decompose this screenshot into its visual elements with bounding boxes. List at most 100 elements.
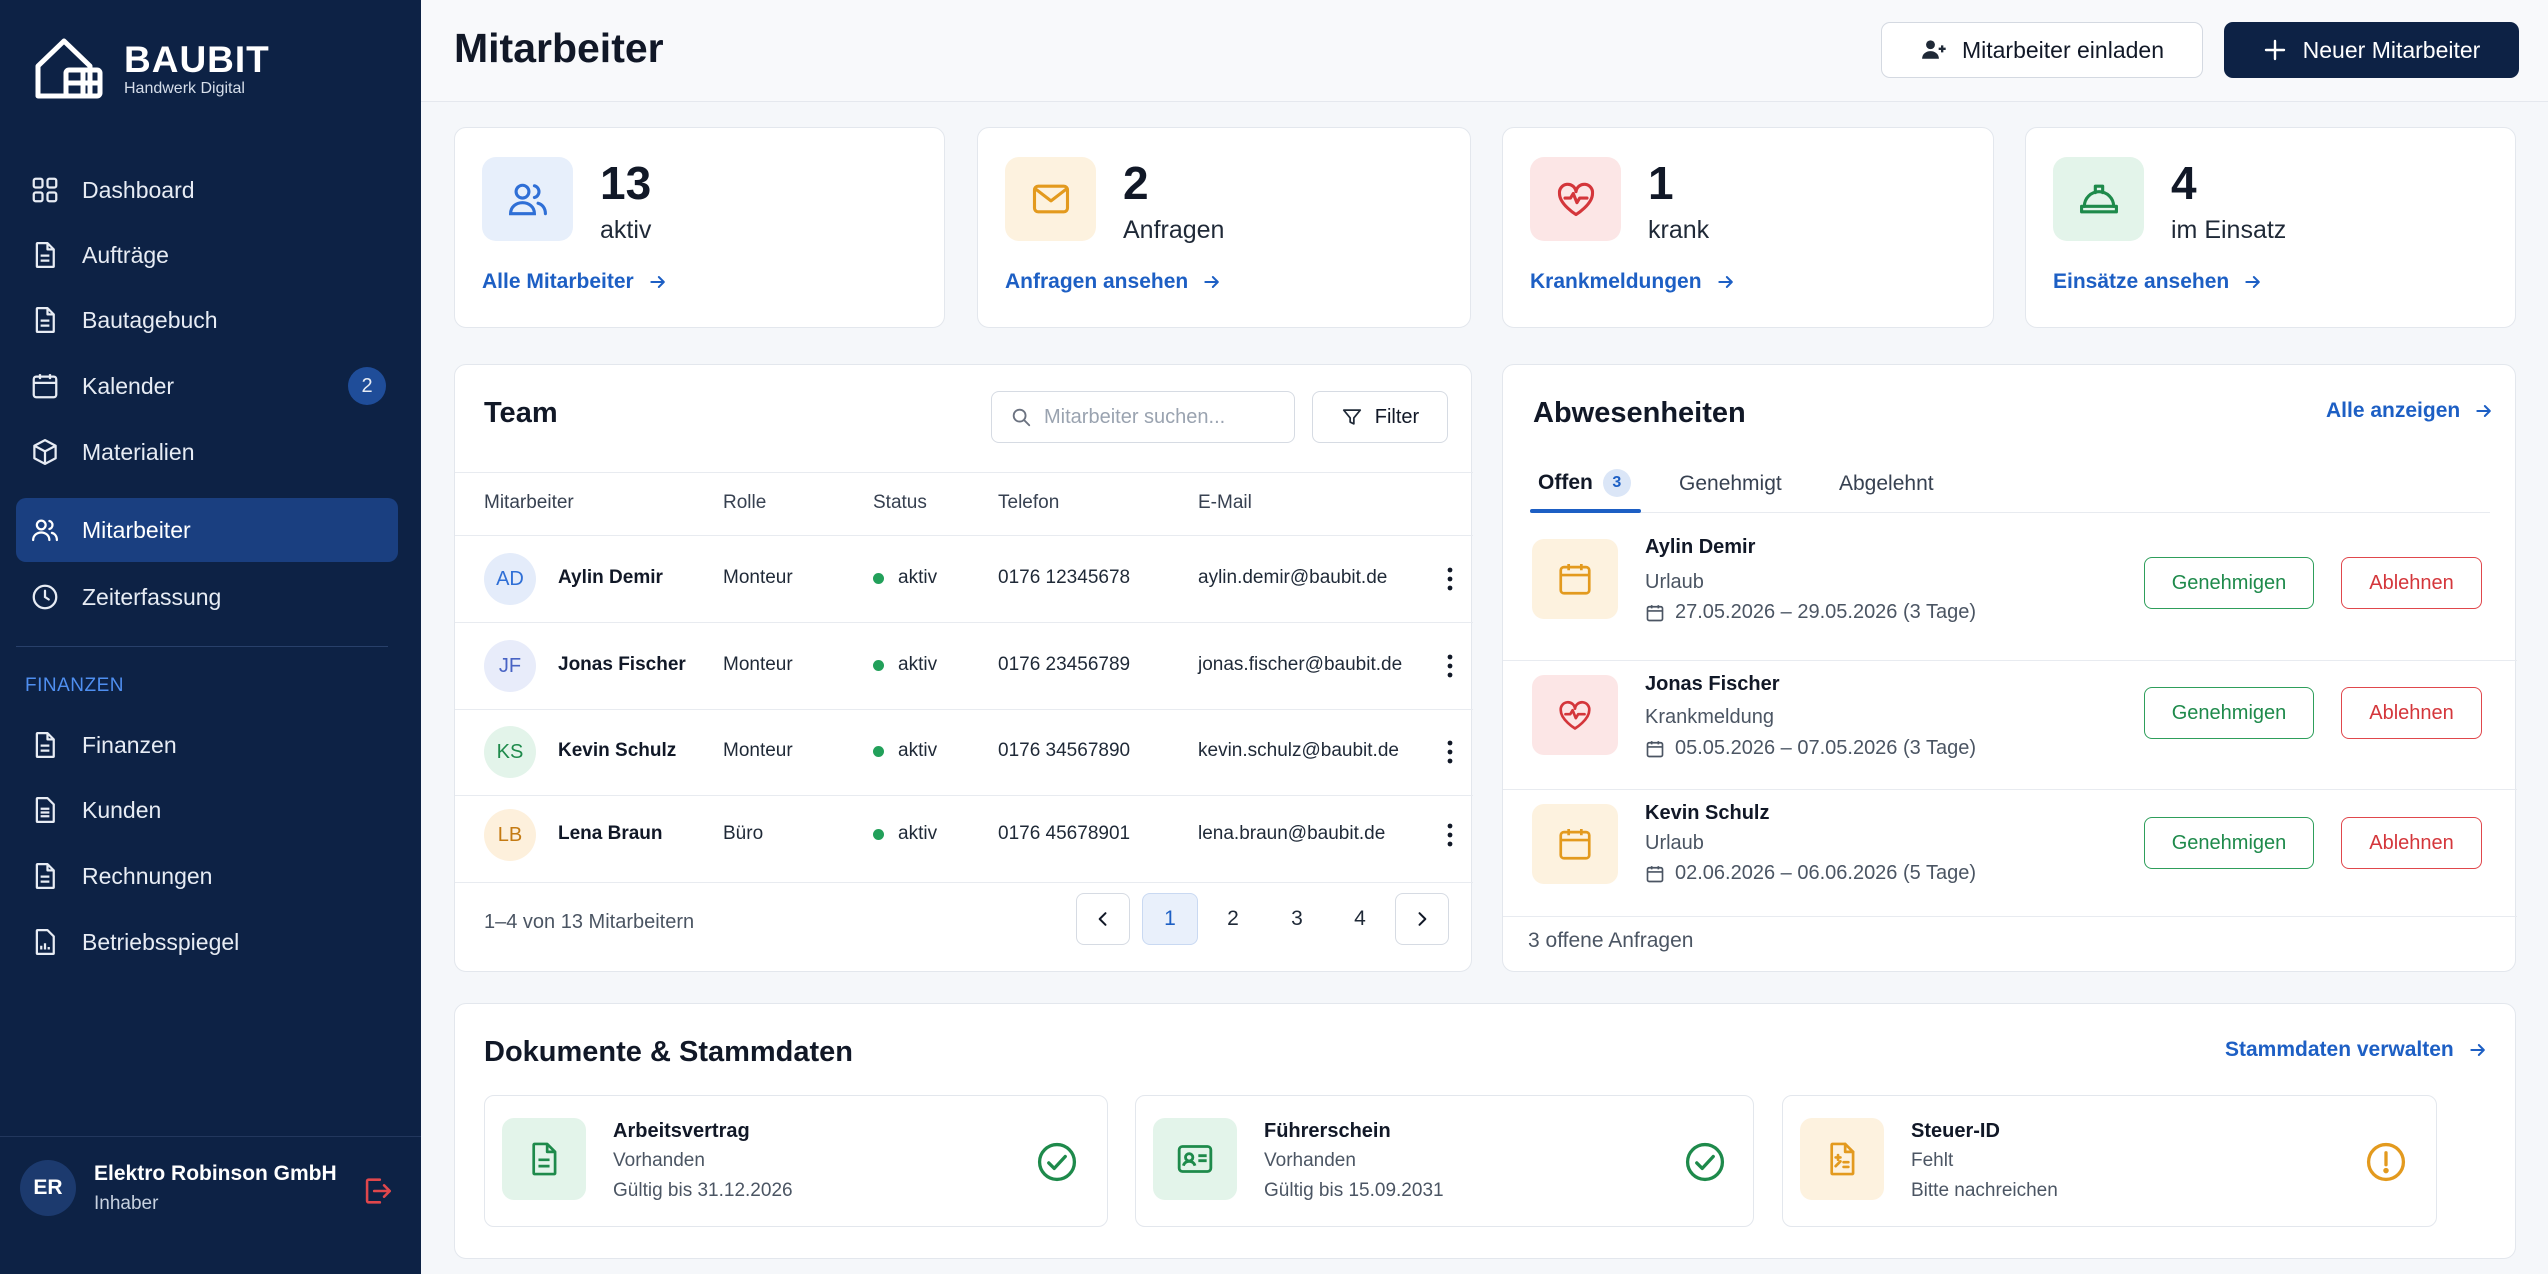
page-button-4[interactable]: 4 — [1354, 907, 1366, 930]
document-title: Arbeitsvertrag — [613, 1120, 750, 1142]
employee-email: jonas.fischer@baubit.de — [1198, 654, 1403, 675]
stat-value: 2 — [1123, 157, 1149, 209]
calendar-small-icon — [1645, 603, 1665, 623]
absence-divider — [1503, 660, 2517, 661]
absence-type: Krankmeldung — [1645, 706, 1774, 728]
document-item-steuer-id[interactable]: Steuer-ID Fehlt Bitte nachreichen — [1782, 1095, 2437, 1227]
calendar-count-badge: 2 — [348, 367, 386, 405]
id-card-icon — [1153, 1118, 1237, 1200]
dashboard-icon — [30, 175, 60, 205]
employee-role: Monteur — [723, 567, 793, 588]
avatar: AD — [484, 553, 536, 605]
next-page-button[interactable] — [1395, 893, 1449, 945]
document-status: Vorhanden — [1264, 1150, 1356, 1171]
show-all-link[interactable]: Alle anzeigen — [2326, 399, 2494, 423]
plus-icon — [2263, 38, 2287, 62]
page-button-1[interactable]: 1 — [1142, 893, 1198, 945]
sidebar-item-label: Aufträge — [82, 241, 169, 268]
reject-button[interactable]: Ablehnen — [2341, 557, 2482, 609]
absence-item: Aylin Demir Urlaub 27.05.2026 – 29.05.20… — [1503, 513, 2521, 645]
column-header[interactable]: Status — [873, 492, 927, 513]
column-header[interactable]: Rolle — [723, 492, 767, 513]
manage-master-data-link[interactable]: Stammdaten verwalten — [2225, 1038, 2488, 1062]
deployments-link[interactable]: Einsätze ansehen — [2053, 270, 2263, 294]
absence-item: Jonas Fischer Krankmeldung 05.05.2026 – … — [1503, 661, 2521, 791]
more-options-icon[interactable] — [1439, 564, 1461, 594]
active-tab-indicator — [1530, 509, 1641, 513]
documents-card: Dokumente & Stammdaten Stammdaten verwal… — [454, 1003, 2516, 1259]
absence-dates: 27.05.2026 – 29.05.2026 (3 Tage) — [1645, 601, 1976, 624]
view-requests-link[interactable]: Anfragen ansehen — [1005, 270, 1222, 294]
sidebar-item-rechnungen[interactable]: Rechnungen — [16, 844, 398, 908]
sidebar-item-kunden[interactable]: Kunden — [16, 778, 398, 842]
avatar: LB — [484, 809, 536, 861]
page-title: Mitarbeiter — [454, 25, 664, 71]
more-options-icon[interactable] — [1439, 651, 1461, 681]
approve-button[interactable]: Genehmigen — [2144, 557, 2314, 609]
clock-icon — [30, 582, 60, 612]
avatar: JF — [484, 640, 536, 692]
table-row[interactable]: KS Kevin Schulz Monteur aktiv 0176 34567… — [455, 709, 1473, 795]
search-icon — [1010, 406, 1032, 428]
all-employees-link[interactable]: Alle Mitarbeiter — [482, 270, 668, 294]
calendar-small-icon — [1645, 864, 1665, 884]
new-employee-button[interactable]: Neuer Mitarbeiter — [2224, 22, 2519, 78]
search-input[interactable]: Mitarbeiter suchen... — [991, 391, 1295, 443]
prev-page-button[interactable] — [1076, 893, 1130, 945]
approve-button[interactable]: Genehmigen — [2144, 687, 2314, 739]
sidebar-item-betriebsspiegel[interactable]: Betriebsspiegel — [16, 910, 398, 974]
more-options-icon[interactable] — [1439, 737, 1461, 767]
avatar: KS — [484, 726, 536, 778]
status-dot-icon — [873, 572, 884, 584]
invite-employee-button[interactable]: Mitarbeiter einladen — [1881, 22, 2203, 78]
sick-notes-link[interactable]: Krankmeldungen — [1530, 270, 1736, 294]
sidebar-item-auftraege[interactable]: Aufträge — [16, 223, 398, 287]
approve-button[interactable]: Genehmigen — [2144, 817, 2314, 869]
table-row[interactable]: JF Jonas Fischer Monteur aktiv 0176 2345… — [455, 623, 1473, 709]
brand-logo[interactable]: BAUBIT Handwerk Digital — [34, 36, 270, 102]
filter-button[interactable]: Filter — [1312, 391, 1448, 443]
sidebar-item-materialien[interactable]: Materialien — [16, 420, 398, 484]
tabs-divider — [1530, 512, 2490, 513]
sidebar-item-zeiterfassung[interactable]: Zeiterfassung — [16, 565, 398, 629]
house-logo-icon — [34, 36, 106, 102]
document-icon — [30, 730, 60, 760]
arrow-right-icon — [1716, 272, 1736, 292]
sidebar-item-bautagebuch[interactable]: Bautagebuch — [16, 288, 398, 352]
tab-abgelehnt[interactable]: Abgelehnt — [1839, 472, 1934, 495]
sidebar-item-label: Rechnungen — [82, 862, 213, 889]
table-divider — [455, 709, 1473, 710]
reject-button[interactable]: Ablehnen — [2341, 687, 2482, 739]
sidebar-divider — [16, 646, 388, 647]
reject-button[interactable]: Ablehnen — [2341, 817, 2482, 869]
status-badge: aktiv — [873, 740, 937, 762]
avatar[interactable]: ER — [20, 1160, 76, 1216]
document-item-arbeitsvertrag[interactable]: Arbeitsvertrag Vorhanden Gültig bis 31.1… — [484, 1095, 1108, 1227]
employee-phone: 0176 34567890 — [998, 740, 1131, 761]
users-icon — [482, 157, 573, 241]
document-item-fuehrerschein[interactable]: Führerschein Vorhanden Gültig bis 15.09.… — [1135, 1095, 1754, 1227]
tab-offen[interactable]: Offen 3 — [1538, 469, 1631, 497]
more-options-icon[interactable] — [1439, 820, 1461, 850]
document-title: Steuer-ID — [1911, 1120, 2000, 1142]
tab-genehmigt[interactable]: Genehmigt — [1679, 472, 1782, 495]
team-card: Team Mitarbeiter suchen... Filter Mitarb… — [454, 364, 1473, 972]
chevron-right-icon — [1412, 909, 1432, 929]
logout-icon[interactable] — [360, 1174, 394, 1208]
page-button-3[interactable]: 3 — [1291, 907, 1303, 930]
document-status: Fehlt — [1911, 1150, 1954, 1171]
hardhat-icon — [2053, 157, 2144, 241]
column-header[interactable]: E-Mail — [1198, 492, 1252, 513]
table-row[interactable]: LB Lena Braun Büro aktiv 0176 45678901 l… — [455, 792, 1473, 878]
column-header[interactable]: Telefon — [998, 492, 1060, 513]
table-row[interactable]: AD Aylin Demir Monteur aktiv 0176 123456… — [455, 536, 1473, 622]
sidebar-item-mitarbeiter[interactable]: Mitarbeiter — [16, 498, 398, 562]
sidebar-item-finanzen[interactable]: Finanzen — [16, 713, 398, 777]
sidebar-item-dashboard[interactable]: Dashboard — [16, 158, 398, 222]
sidebar-item-kalender[interactable]: Kalender 2 — [16, 354, 398, 418]
document-icon — [30, 861, 60, 891]
tax-document-icon — [1800, 1118, 1884, 1200]
column-header[interactable]: Mitarbeiter — [484, 492, 574, 513]
page-button-2[interactable]: 2 — [1227, 907, 1239, 930]
check-circle-icon — [1683, 1140, 1727, 1184]
